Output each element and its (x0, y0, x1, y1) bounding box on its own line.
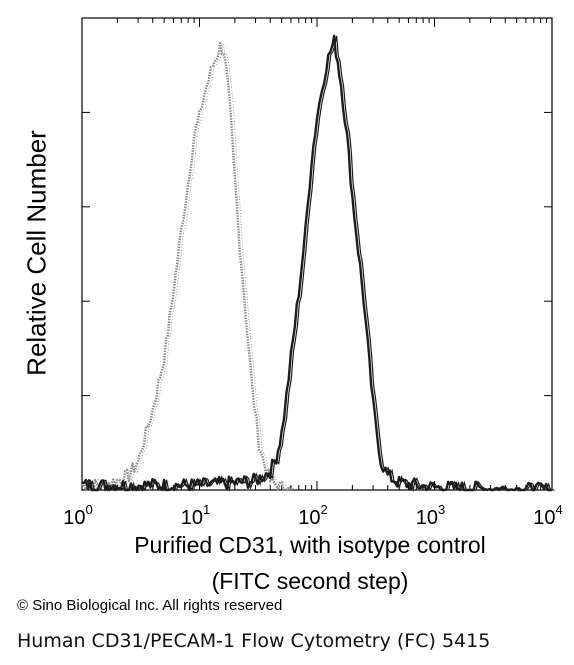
series-layer (81, 34, 555, 493)
x-tick-label-exponent: 4 (556, 502, 563, 517)
plot-border (81, 17, 553, 491)
x-tick-label: 101 (181, 502, 210, 529)
x-tick-label-base: 10 (416, 507, 438, 529)
y-axis-label: Relative Cell Number (21, 130, 52, 376)
histogram-series-2-edge (84, 35, 555, 493)
x-tick-label-base: 10 (298, 507, 320, 529)
flow-cytometry-histogram: 100 101 102 103 104 (63, 17, 563, 529)
histogram-series-1 (81, 41, 292, 492)
copyright-notice: © Sino Biological Inc. All rights reserv… (17, 597, 283, 614)
x-tick-label: 104 (533, 502, 562, 529)
x-tick-label: 103 (416, 502, 445, 529)
x-tick-label: 100 (63, 502, 92, 529)
x-axis-label-line1: Purified CD31, with isotype control (134, 532, 486, 558)
x-tick-label-exponent: 2 (321, 502, 328, 517)
histogram-series-1-fringe (84, 42, 295, 492)
x-tick-label-base: 10 (533, 507, 555, 529)
x-tick-label-exponent: 0 (86, 502, 93, 517)
x-tick-label-base: 10 (181, 507, 203, 529)
axis-ticks (81, 18, 553, 490)
figure-caption: Human CD31/PECAM-1 Flow Cytometry (FC) 5… (17, 630, 491, 652)
x-tick-label: 102 (298, 502, 327, 529)
x-tick-label-exponent: 3 (438, 502, 445, 517)
plot-frame (81, 17, 553, 491)
x-axis-label-line2: (FITC second step) (211, 568, 409, 594)
x-tick-label-exponent: 1 (203, 502, 210, 517)
histogram-series-2 (81, 34, 552, 492)
x-tick-labels: 100 101 102 103 104 (63, 502, 562, 529)
x-tick-label-base: 10 (63, 507, 85, 529)
